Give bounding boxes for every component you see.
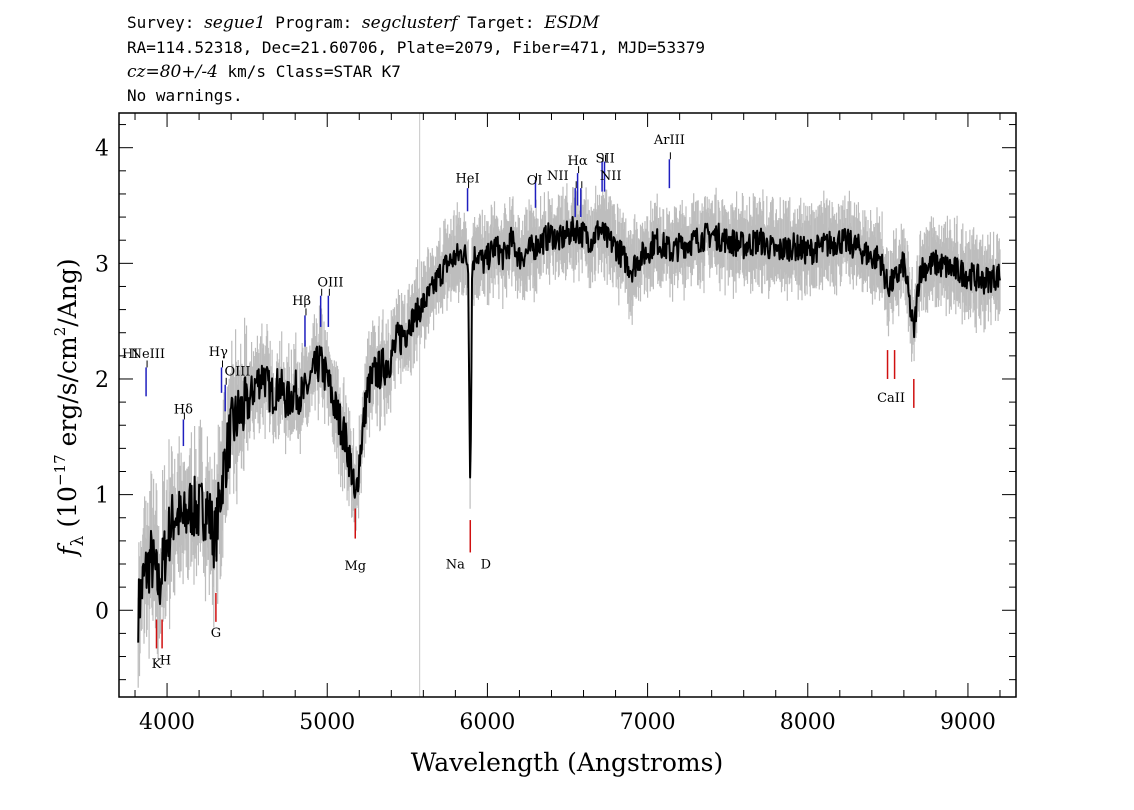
spectral-line-label: OI <box>527 174 543 189</box>
spectral-line-label: Hα <box>568 154 588 169</box>
spectral-line-label: G <box>211 626 221 641</box>
spectral-line-label: Na <box>446 558 465 573</box>
y-tick-label: 0 <box>95 599 109 624</box>
spectral-line-label: OIII <box>317 275 343 290</box>
x-tick-label: 8000 <box>780 710 836 735</box>
spectral-line-label: SII <box>596 152 615 167</box>
header-line-4: No warnings. <box>127 86 243 105</box>
header: Survey: segue1 Program: segclusterf Targ… <box>127 13 705 105</box>
spectral-line-label: NII <box>600 169 622 184</box>
x-tick-label: 5000 <box>299 710 355 735</box>
spectral-line-label: Hβ <box>292 294 311 309</box>
header-line-3: cz=80+/-4 km/s Class=STAR K7 <box>127 62 401 82</box>
header-line-2: RA=114.52318, Dec=21.60706, Plate=2079, … <box>127 38 705 57</box>
spectral-line-label: NII <box>547 169 569 184</box>
y-tick-label: 1 <box>95 484 109 509</box>
spectral-line-label: HI <box>122 347 138 362</box>
spectral-line-label: CaII <box>877 391 905 406</box>
y-tick-label: 2 <box>95 368 109 393</box>
spectral-line-label: ArIII <box>653 133 685 148</box>
spectral-line-label: HeI <box>455 171 479 186</box>
header-line-1: Survey: segue1 Program: segclusterf Targ… <box>127 13 600 33</box>
plot-frame <box>118 112 1017 698</box>
x-tick-label: 4000 <box>139 710 195 735</box>
x-tick-label: 7000 <box>620 710 676 735</box>
x-axis-label: Wavelength (Angstroms) <box>411 748 723 777</box>
spectral-line-label: K <box>152 657 162 672</box>
spectral-line-label: Hδ <box>174 403 193 418</box>
spectral-line-label: OIII <box>224 365 250 380</box>
x-tick-label: 6000 <box>459 710 515 735</box>
spectral-line-label: H <box>160 654 171 669</box>
spectral-line-label: NeIII <box>131 347 165 362</box>
spectral-line-label: D <box>481 558 491 573</box>
flux-line <box>137 216 1001 643</box>
spectral-line-label: Hγ <box>209 345 228 360</box>
y-tick-label: 3 <box>95 252 109 277</box>
y-tick-label: 4 <box>95 137 109 162</box>
y-axis-label: fλ (10−17 erg/s/cm2/Ang) <box>51 258 88 557</box>
spectral-line-label: Mg <box>344 559 366 574</box>
x-tick-label: 9000 <box>940 710 996 735</box>
